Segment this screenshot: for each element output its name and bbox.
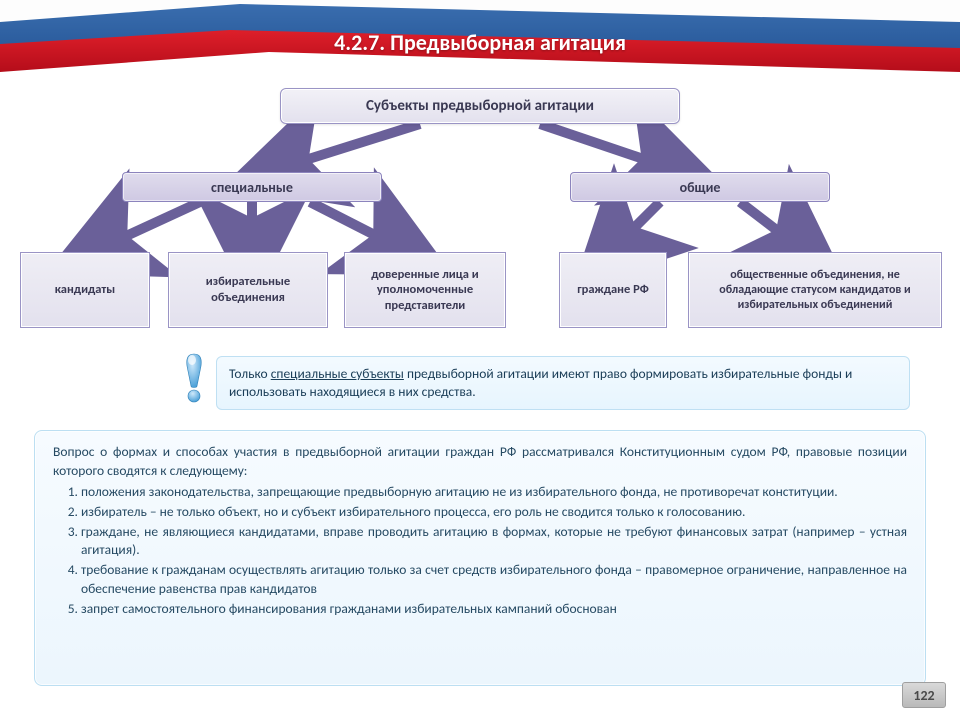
leaf-elect-unions: избирательные объединения [168,252,328,328]
list-item: запрет самостоятельного финансирования г… [81,600,907,619]
main-intro: Вопрос о формах и способах участия в пре… [53,443,907,481]
list-item: требование к гражданам осуществлять агит… [81,561,907,599]
main-list: положения законодательства, запрещающие … [53,483,907,619]
leaf-trusted: доверенные лица и уполномоченные предста… [344,252,506,328]
page-number-badge: 122 [902,682,946,708]
note-prefix: Только [229,365,271,382]
note-special-subjects: Только специальные субъекты предвыборной… [216,356,910,410]
node-root: Субъекты предвыборной агитации [280,88,680,124]
leaf-public-unions: общественные объединения, не обладающие … [688,252,942,328]
note-underlined: специальные субъекты [271,365,404,382]
leaf-citizens: граждане РФ [559,252,667,328]
list-item: граждане, не являющиеся кандидатами, впр… [81,523,907,561]
main-text-box: Вопрос о формах и способах участия в пре… [34,430,926,686]
node-common: общие [570,172,830,202]
flag-white-stripe [0,0,960,22]
leaf-candidates: кандидаты [20,252,150,328]
subjects-diagram: Субъекты предвыборной агитации специальн… [0,80,960,340]
list-item: положения законодательства, запрещающие … [81,483,907,502]
list-item: избиратель – не только объект, но и субъ… [81,503,907,522]
node-special: специальные [122,172,382,202]
slide-title: 4.2.7. Предвыборная агитация [0,22,960,62]
exclamation-icon [180,352,208,404]
